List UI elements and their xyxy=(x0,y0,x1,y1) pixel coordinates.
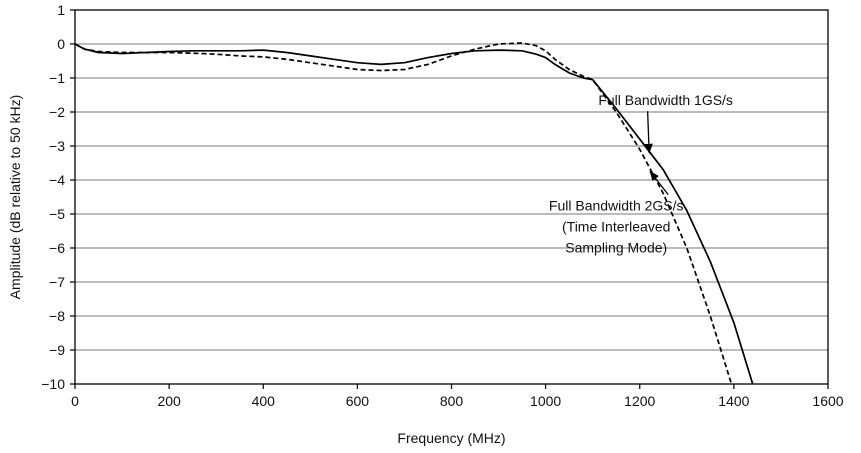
y-tick-label: −8 xyxy=(49,308,65,324)
x-axis-title: Frequency (MHz) xyxy=(397,430,505,446)
x-tick-label: 800 xyxy=(440,393,464,409)
gridlines xyxy=(75,43,828,351)
annotation-label: Full Bandwidth 2GS/s (Time Interleaved Sam… xyxy=(549,198,684,256)
x-tick-label: 0 xyxy=(71,393,79,409)
x-tick-label: 1400 xyxy=(718,393,749,409)
annotations: Full Bandwidth 1GS/s Full Bandwidth 2GS/s… xyxy=(549,92,733,255)
plot-frame xyxy=(74,9,829,385)
y-tick-label: −4 xyxy=(49,172,65,188)
axis-ticks: 0 200 400 600 800 1000 1200 1400 1600 1 0 −1 −2 −3 −4 −… xyxy=(41,2,844,409)
y-tick-label: −1 xyxy=(49,70,65,86)
series-line-1gs xyxy=(74,43,754,385)
y-tick-label: 0 xyxy=(57,36,65,52)
y-tick-label: −2 xyxy=(49,104,65,120)
x-tick-label: 1000 xyxy=(530,393,561,409)
series-line-2gs xyxy=(74,42,733,385)
y-tick-label: −3 xyxy=(49,138,65,154)
x-tick-label: 400 xyxy=(252,393,276,409)
y-tick-label: −6 xyxy=(49,240,65,256)
x-tick-label: 200 xyxy=(157,393,181,409)
y-tick-label: −7 xyxy=(49,274,65,290)
y-tick-label: −5 xyxy=(49,206,65,222)
y-tick-label: −9 xyxy=(49,342,65,358)
y-tick-label: 1 xyxy=(57,2,65,18)
annotation-arrow xyxy=(649,170,669,196)
annotation-arrow xyxy=(644,111,653,154)
plot-area-border xyxy=(74,9,829,385)
x-tick-label: 1600 xyxy=(812,393,843,409)
annotation-label: Full Bandwidth 1GS/s xyxy=(598,92,733,108)
x-tick-label: 1200 xyxy=(624,393,655,409)
y-tick-label: −10 xyxy=(41,376,65,392)
y-axis-title: Amplitude (dB relative to 50 kHz) xyxy=(7,95,23,300)
x-tick-label: 600 xyxy=(346,393,370,409)
series-lines xyxy=(74,42,754,385)
